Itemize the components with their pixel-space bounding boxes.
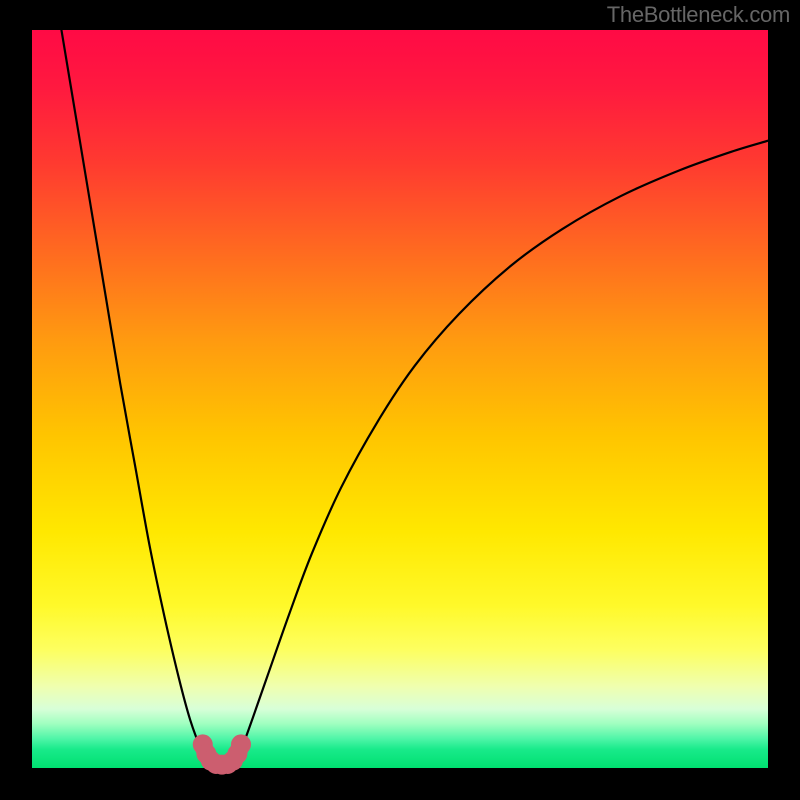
plot-area — [32, 30, 768, 768]
marker-dot — [231, 734, 251, 754]
valley-markers — [32, 30, 768, 768]
attribution-text: TheBottleneck.com — [607, 2, 790, 28]
